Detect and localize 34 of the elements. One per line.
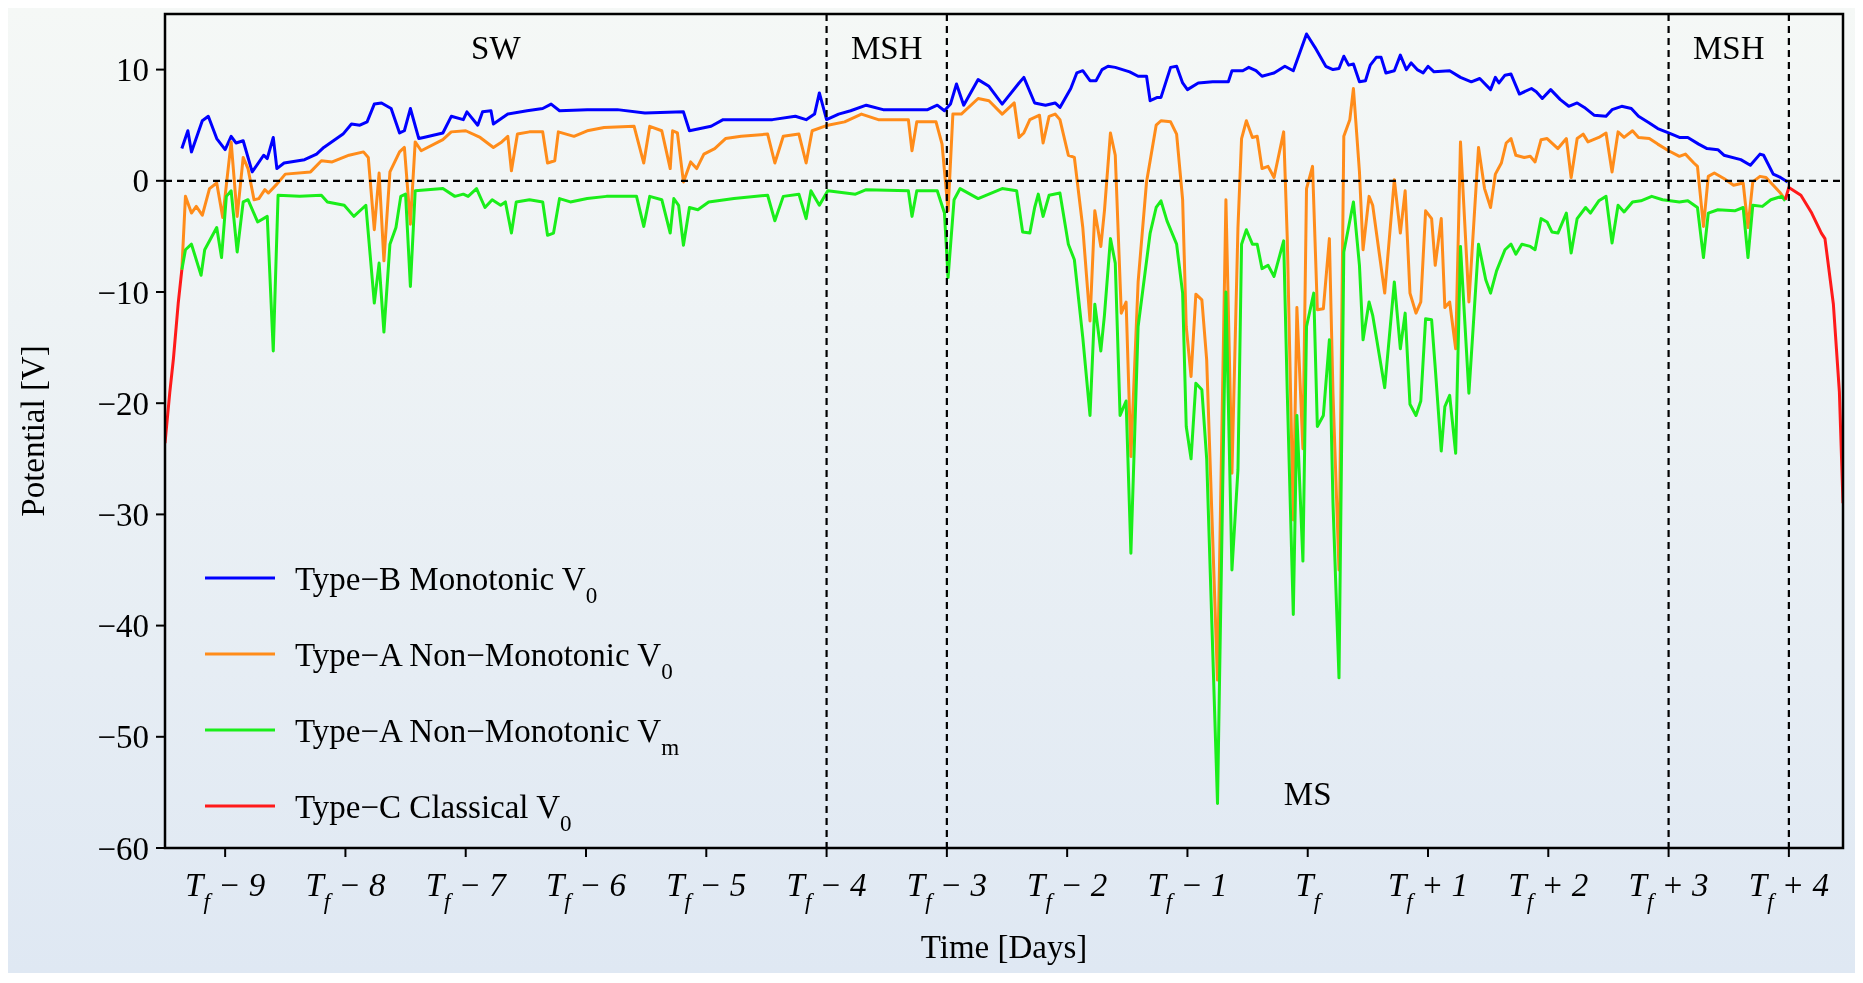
x-tick-label: T$_{f}$	[1295, 867, 1324, 914]
x-axis-title: Time [Days]	[920, 929, 1088, 965]
y-tick-label: 0	[132, 163, 149, 200]
x-tick-label: T$_{f}$ + 4	[1748, 867, 1829, 914]
x-tick-label: T$_{f}$ − 4	[786, 867, 867, 914]
y-tick-label: −40	[97, 608, 149, 645]
annotation: MSH	[850, 29, 923, 66]
y-tick-label: −10	[97, 274, 149, 311]
legend-label: Type−C Classical V$_{0}$	[295, 788, 572, 836]
y-tick-label: −30	[97, 496, 149, 533]
x-tick-label: T$_{f}$ + 1	[1387, 867, 1469, 914]
annotation: MSH	[1692, 29, 1765, 66]
x-tick-label: T$_{f}$ − 5	[666, 867, 747, 914]
x-tick-label: T$_{f}$ − 6	[545, 867, 627, 914]
y-tick-label: −50	[97, 719, 149, 756]
x-tick-label: T$_{f}$ − 8	[305, 867, 386, 914]
line-series	[180, 87, 1787, 682]
annotation: SW	[471, 29, 522, 66]
x-tick-label: T$_{f}$ − 9	[185, 867, 266, 914]
y-tick-label: 10	[116, 52, 149, 89]
legend-label: Type−A Non−Monotonic V$_{0}$	[295, 636, 673, 684]
x-tick-label: T$_{f}$ − 7	[425, 867, 508, 914]
line-series	[180, 32, 1790, 184]
x-tick-label: T$_{f}$ − 3	[906, 867, 987, 914]
y-axis-title: Potential [V]	[15, 345, 51, 517]
x-tick-label: T$_{f}$ + 3	[1628, 867, 1709, 914]
annotation: MS	[1283, 775, 1332, 812]
x-tick-label: T$_{f}$ − 2	[1027, 867, 1108, 914]
x-tick-label: T$_{f}$ + 2	[1508, 867, 1589, 914]
legend-label: Type−A Non−Monotonic V$_{m}$	[295, 712, 680, 760]
y-tick-label: −60	[97, 830, 149, 867]
x-tick-label: T$_{f}$ − 1	[1147, 867, 1228, 914]
legend-label: Type−B Monotonic V$_{0}$	[295, 560, 598, 608]
y-tick-label: −20	[97, 385, 149, 422]
